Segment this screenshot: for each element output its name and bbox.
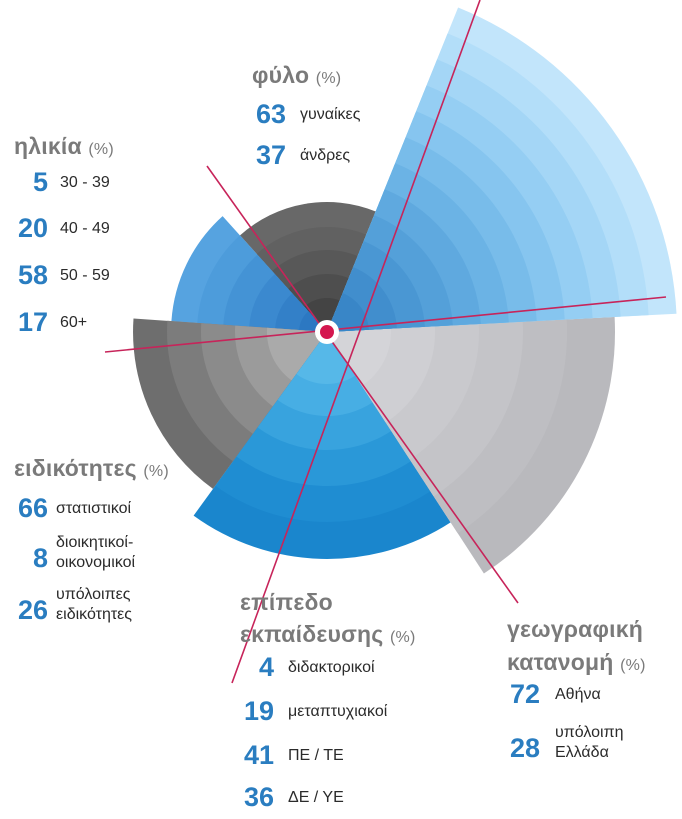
- divider-line: [231, 0, 481, 684]
- gender-sector-rings-ring: [304, 298, 340, 332]
- gender-unit: (%): [315, 70, 342, 87]
- age-value: 58: [17, 260, 48, 290]
- age-value: 20: [17, 213, 48, 243]
- age-title: ηλικία (%): [14, 133, 114, 160]
- gender-value: 37: [255, 140, 286, 170]
- region-sector-rings-ring: [327, 328, 391, 386]
- region-gender-rings: [327, 7, 677, 333]
- education-label: ΔΕ / ΥΕ: [288, 789, 344, 806]
- specialty-sector-rings-ring: [266, 327, 327, 381]
- region-unit: (%): [620, 657, 646, 674]
- region-gender-rings-ring: [327, 293, 369, 332]
- education-sector-rings-ring: [296, 332, 356, 385]
- gender-title-text: φύλο: [252, 62, 310, 88]
- age-label: 30 - 39: [60, 174, 110, 191]
- education-value: 41: [243, 740, 274, 770]
- education-value: 36: [243, 782, 274, 812]
- region-value: 72: [509, 679, 540, 709]
- age-value: 5: [32, 167, 48, 197]
- education-label: ΠΕ / ΤΕ: [288, 747, 344, 764]
- education-unit: (%): [390, 629, 416, 646]
- age-label: 60+: [60, 314, 88, 331]
- center-dot: [320, 325, 334, 339]
- specialty-title: ειδικότητες (%): [14, 455, 169, 482]
- specialty-value: 26: [17, 595, 48, 625]
- education-value: 19: [243, 696, 274, 726]
- gender-label: γυναίκες: [300, 106, 361, 123]
- education-title-text: επίπεδο εκπαίδευσης: [240, 589, 384, 647]
- divider-line: [206, 165, 519, 604]
- gender-label: άνδρες: [300, 147, 351, 164]
- age-label: 40 - 49: [60, 220, 110, 237]
- specialty-unit: (%): [143, 463, 169, 480]
- age-sector-rings: [171, 216, 327, 332]
- specialty-title-text: ειδικότητες: [14, 455, 137, 481]
- education-label: διδακτορικοί: [288, 659, 375, 676]
- divider-line: [104, 296, 667, 353]
- education-title: επίπεδο εκπαίδευσης (%): [240, 586, 416, 654]
- gender-title: φύλο (%): [252, 62, 341, 89]
- divider-lines: [104, 0, 667, 684]
- education-label: μεταπτυχιακοί: [288, 703, 388, 720]
- chart-sectors: [133, 7, 677, 574]
- specialty-value: 8: [32, 543, 48, 573]
- age-label: 50 - 59: [60, 267, 110, 284]
- gender-value: 63: [255, 99, 286, 129]
- region-sector-rings: [327, 316, 615, 574]
- gender-sector-rings: [240, 202, 376, 332]
- specialty-label: στατιστικοί: [56, 500, 132, 517]
- specialty-label: διοικητικοί- οικονομικοί: [56, 534, 136, 571]
- education-sector-rings: [193, 332, 451, 559]
- age-unit: (%): [88, 141, 114, 158]
- region-value: 28: [509, 733, 540, 763]
- age-title-text: ηλικία: [14, 133, 82, 159]
- center-marker: [315, 320, 339, 344]
- specialty-value: 66: [17, 493, 48, 523]
- region-title: γεωγραφική κατανομή (%): [507, 613, 646, 682]
- specialty-sector-rings: [133, 318, 327, 489]
- region-label: υπόλοιπη Ελλάδα: [555, 724, 624, 761]
- specialty-label: υπόλοιπες ειδικότητες: [56, 586, 133, 623]
- education-value: 4: [258, 652, 274, 682]
- region-label: Αθήνα: [555, 686, 601, 703]
- age-value: 17: [17, 307, 48, 337]
- region-title-text: γεωγραφική κατανομή: [507, 616, 644, 675]
